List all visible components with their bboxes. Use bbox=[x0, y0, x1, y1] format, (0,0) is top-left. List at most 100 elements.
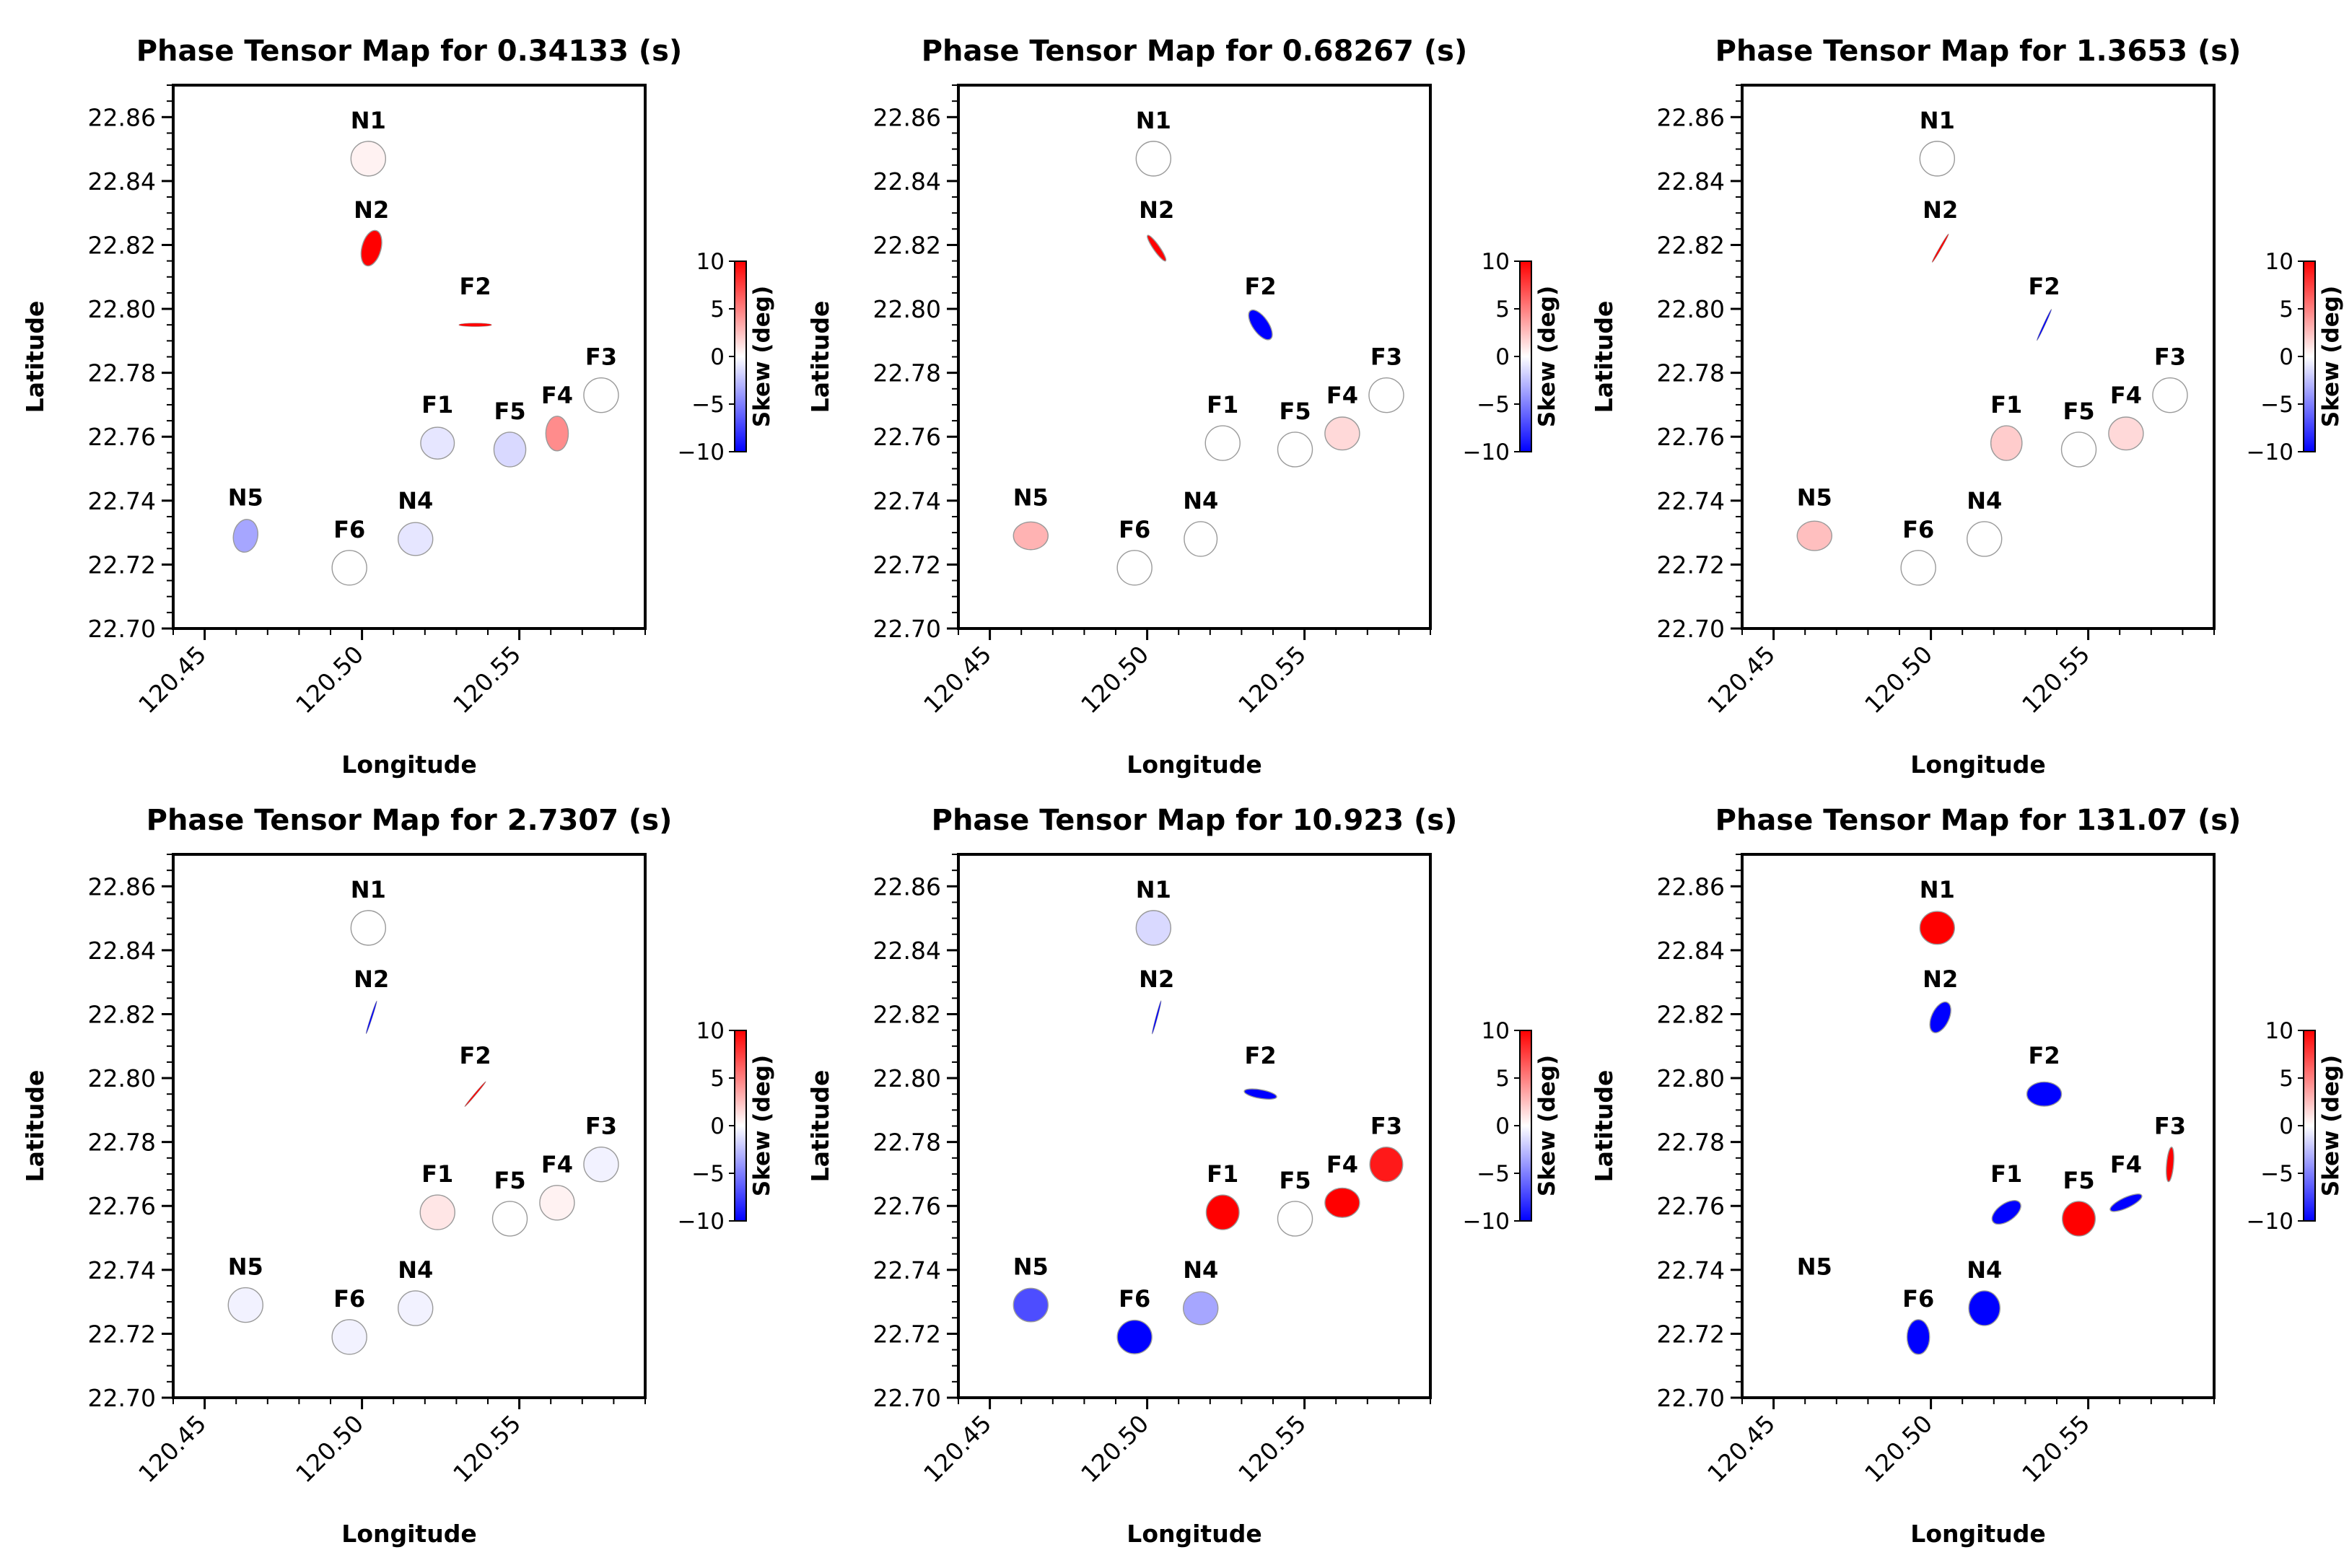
y-tick-label: 22.82 bbox=[1657, 1000, 1725, 1028]
panel-title: Phase Tensor Map for 2.7307 (s) bbox=[146, 804, 673, 837]
station-label-n5: N5 bbox=[228, 1253, 263, 1281]
colorbar-label: Skew (deg) bbox=[2318, 1055, 2344, 1196]
y-tick-label: 22.72 bbox=[873, 1320, 941, 1348]
y-tick-label: 22.70 bbox=[873, 1384, 941, 1412]
y-tick-label: 22.82 bbox=[88, 1000, 156, 1028]
phase-tensor-ellipse-f4 bbox=[1324, 1187, 1360, 1218]
y-tick-label: 22.78 bbox=[88, 359, 156, 387]
colorbar-tick-label: 5 bbox=[2279, 1066, 2293, 1092]
station-label-f5: F5 bbox=[494, 1167, 525, 1194]
x-tick-label: 120.45 bbox=[918, 1409, 997, 1488]
y-tick-label: 22.70 bbox=[1657, 1384, 1725, 1412]
y-tick-label: 22.82 bbox=[88, 231, 156, 259]
phase-tensor-ellipse-f5 bbox=[491, 1201, 528, 1237]
station-label-f6: F6 bbox=[333, 516, 365, 543]
phase-tensor-ellipse-n5 bbox=[232, 519, 258, 553]
plot-frame bbox=[957, 853, 1432, 1399]
station-label-f6: F6 bbox=[1119, 516, 1150, 543]
station-label-f1: F1 bbox=[1990, 1160, 2022, 1188]
station-label-f6: F6 bbox=[1119, 1285, 1150, 1313]
y-tick-label: 22.84 bbox=[873, 167, 941, 196]
y-tick-label: 22.84 bbox=[88, 167, 156, 196]
phase-tensor-ellipse-n2 bbox=[1929, 1001, 1951, 1033]
colorbar-tick-label: 5 bbox=[1495, 297, 1510, 323]
y-axis-label: Latitude bbox=[21, 1070, 49, 1183]
phase-tensor-ellipse-f4 bbox=[539, 1185, 575, 1221]
station-label-f4: F4 bbox=[1326, 382, 1358, 409]
colorbar bbox=[2303, 260, 2316, 452]
y-tick-label: 22.86 bbox=[88, 103, 156, 131]
y-tick-label: 22.76 bbox=[88, 423, 156, 451]
station-label-f2: F2 bbox=[459, 273, 491, 300]
x-tick-label: 120.45 bbox=[133, 1409, 211, 1488]
phase-tensor-ellipse-f6 bbox=[331, 1319, 367, 1355]
station-label-n2: N2 bbox=[1923, 965, 1958, 993]
phase-tensor-ellipse-n2 bbox=[360, 229, 382, 267]
station-label-f1: F1 bbox=[421, 1160, 453, 1188]
station-label-f6: F6 bbox=[1902, 516, 1934, 543]
station-label-n4: N4 bbox=[398, 1256, 433, 1284]
x-axis-label: Longitude bbox=[341, 750, 476, 779]
y-tick-label: 22.70 bbox=[88, 1384, 156, 1412]
x-axis-label: Longitude bbox=[341, 1520, 476, 1548]
station-label-f1: F1 bbox=[1990, 391, 2022, 419]
station-label-n2: N2 bbox=[354, 965, 389, 993]
station-label-f1: F1 bbox=[1207, 1160, 1238, 1188]
y-tick-label: 22.86 bbox=[1657, 103, 1725, 131]
phase-tensor-ellipse-f4 bbox=[1324, 416, 1360, 451]
y-tick-label: 22.70 bbox=[88, 615, 156, 643]
station-label-n1: N1 bbox=[1136, 107, 1171, 134]
phase-tensor-ellipse-f5 bbox=[2060, 432, 2097, 468]
station-label-f6: F6 bbox=[333, 1285, 365, 1313]
station-label-f4: F4 bbox=[2110, 382, 2142, 409]
phase-tensor-ellipse-n5 bbox=[1796, 520, 1832, 551]
x-axis-label: Longitude bbox=[1127, 750, 1261, 779]
station-label-f2: F2 bbox=[2028, 273, 2060, 300]
y-tick-label: 22.76 bbox=[1657, 1192, 1725, 1220]
y-axis-label: Latitude bbox=[806, 301, 834, 413]
x-tick-label: 120.45 bbox=[1702, 640, 1780, 719]
phase-tensor-ellipse-f1 bbox=[1204, 425, 1241, 461]
x-tick-label: 120.55 bbox=[2016, 640, 2095, 719]
y-tick-label: 22.78 bbox=[873, 1129, 941, 1157]
plot-frame bbox=[172, 84, 647, 630]
x-tick-label: 120.50 bbox=[290, 1409, 369, 1488]
station-label-f3: F3 bbox=[585, 1113, 617, 1140]
x-tick-label: 120.45 bbox=[133, 640, 211, 719]
y-tick-label: 22.74 bbox=[1657, 487, 1725, 515]
station-label-f2: F2 bbox=[459, 1042, 491, 1069]
y-tick-label: 22.86 bbox=[873, 872, 941, 901]
colorbar bbox=[1519, 260, 1532, 452]
y-tick-label: 22.70 bbox=[873, 615, 941, 643]
y-axis-label: Latitude bbox=[806, 1070, 834, 1183]
phase-tensor-ellipse-f3 bbox=[2166, 1147, 2174, 1183]
station-label-f2: F2 bbox=[1244, 1042, 1276, 1069]
station-label-f5: F5 bbox=[494, 398, 525, 425]
y-tick-label: 22.82 bbox=[1657, 231, 1725, 259]
colorbar-tick-label: −5 bbox=[691, 392, 725, 418]
colorbar-tick-label: 10 bbox=[1482, 1018, 1510, 1044]
phase-tensor-ellipse-n1 bbox=[350, 141, 387, 177]
station-label-f2: F2 bbox=[2028, 1042, 2060, 1069]
colorbar-tick-label: 10 bbox=[2265, 1018, 2293, 1044]
phase-tensor-ellipse-f2 bbox=[464, 1081, 486, 1107]
y-tick-label: 22.72 bbox=[1657, 1320, 1725, 1348]
x-tick-label: 120.55 bbox=[447, 1409, 526, 1488]
station-label-f4: F4 bbox=[541, 382, 573, 409]
phase-tensor-ellipse-f6 bbox=[1906, 1319, 1930, 1355]
panel-6: Phase Tensor Map for 131.07 (s) 22.70 22.7… bbox=[1590, 804, 2344, 1548]
x-tick-label: 120.55 bbox=[447, 640, 526, 719]
plot-frame bbox=[1741, 84, 2216, 630]
phase-tensor-ellipse-f4 bbox=[2109, 1193, 2143, 1212]
phase-tensor-ellipse-f2 bbox=[458, 323, 492, 327]
station-label-f3: F3 bbox=[1370, 1113, 1402, 1140]
colorbar-tick-label: 0 bbox=[1495, 344, 1510, 370]
station-label-n4: N4 bbox=[1967, 1256, 2002, 1284]
x-tick-label: 120.55 bbox=[1233, 640, 1311, 719]
phase-tensor-ellipse-n4 bbox=[398, 522, 434, 556]
y-tick-label: 22.84 bbox=[1657, 937, 1725, 965]
phase-tensor-ellipse-n2 bbox=[365, 1000, 377, 1035]
phase-tensor-ellipse-n4 bbox=[1968, 1290, 2001, 1326]
station-label-f6: F6 bbox=[1902, 1285, 1934, 1313]
